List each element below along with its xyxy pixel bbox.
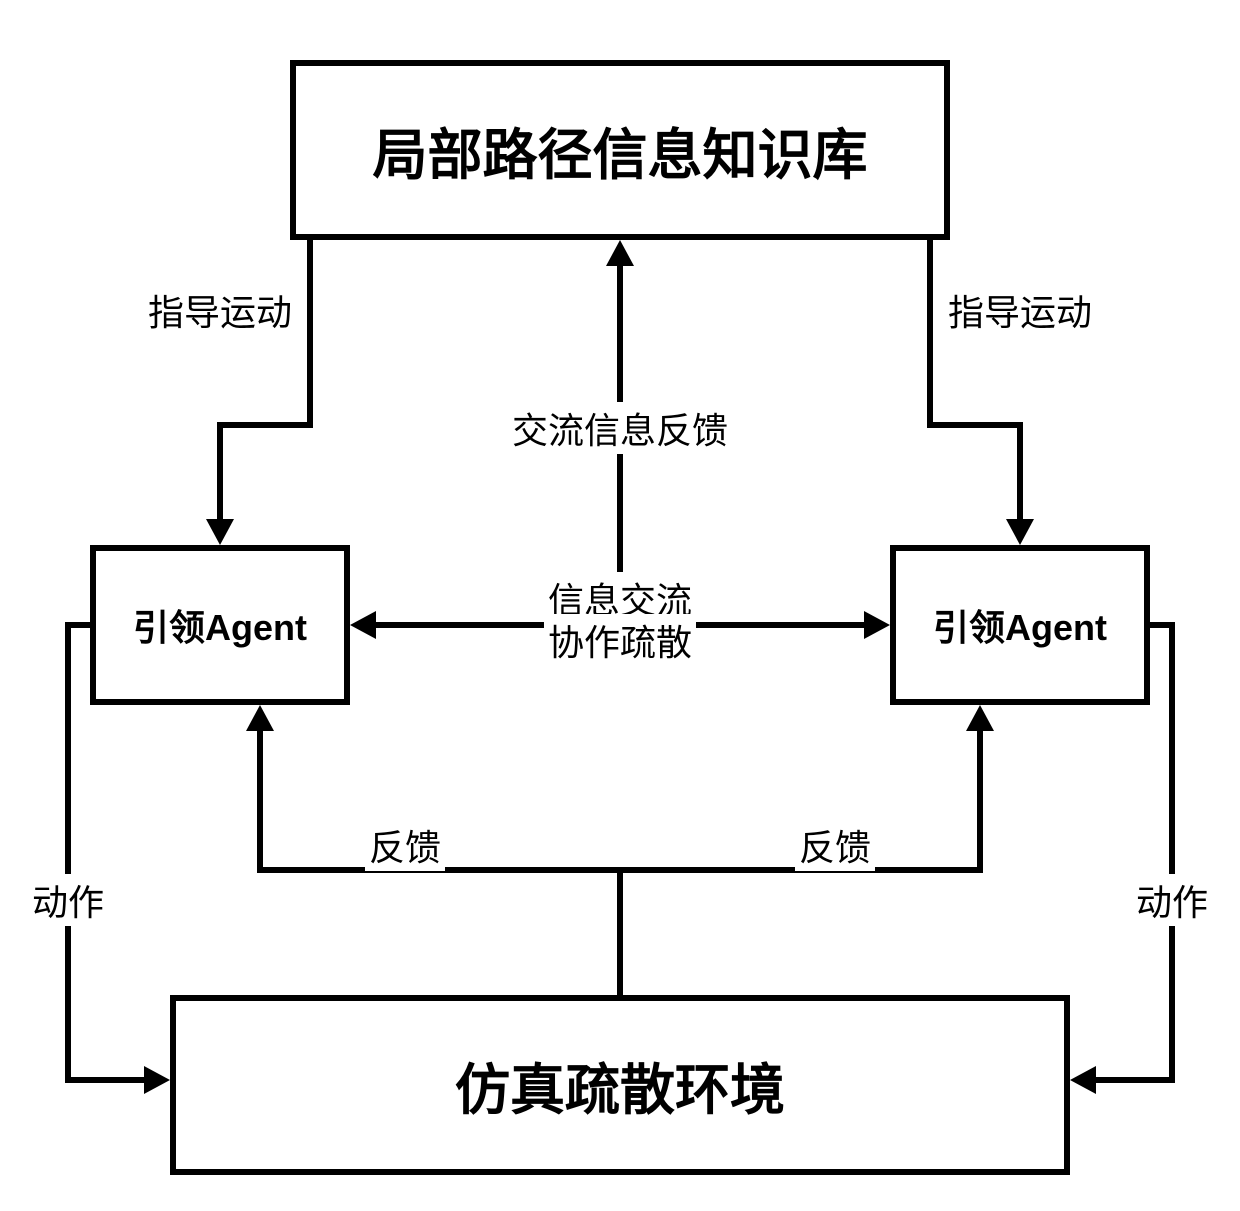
diagram-stage: 局部路径信息知识库 引领Agent 引领Agent 仿真疏散环境 指导运动 指导… bbox=[0, 0, 1240, 1211]
node-label: 仿真疏散环境 bbox=[455, 1045, 785, 1125]
node-sim-environment: 仿真疏散环境 bbox=[170, 995, 1070, 1175]
edge-label-guide-left: 指导运动 bbox=[144, 284, 296, 336]
node-label: 引领Agent bbox=[933, 599, 1107, 651]
edge-label-fb-left: 反馈 bbox=[365, 819, 445, 871]
edge-label-guide-right: 指导运动 bbox=[944, 284, 1096, 336]
node-label: 局部路径信息知识库 bbox=[372, 110, 867, 190]
edge-label-action-left: 动作 bbox=[28, 874, 108, 926]
edge-label-action-right: 动作 bbox=[1132, 874, 1212, 926]
edge-label-feedback: 交流信息反馈 bbox=[508, 402, 732, 454]
node-lead-agent-right: 引领Agent bbox=[890, 545, 1150, 705]
node-lead-agent-left: 引领Agent bbox=[90, 545, 350, 705]
edge-label-exchange-2: 协作疏散 bbox=[544, 614, 696, 666]
node-label: 引领Agent bbox=[133, 599, 307, 651]
node-knowledge-base: 局部路径信息知识库 bbox=[290, 60, 950, 240]
edge-label-fb-right: 反馈 bbox=[795, 819, 875, 871]
